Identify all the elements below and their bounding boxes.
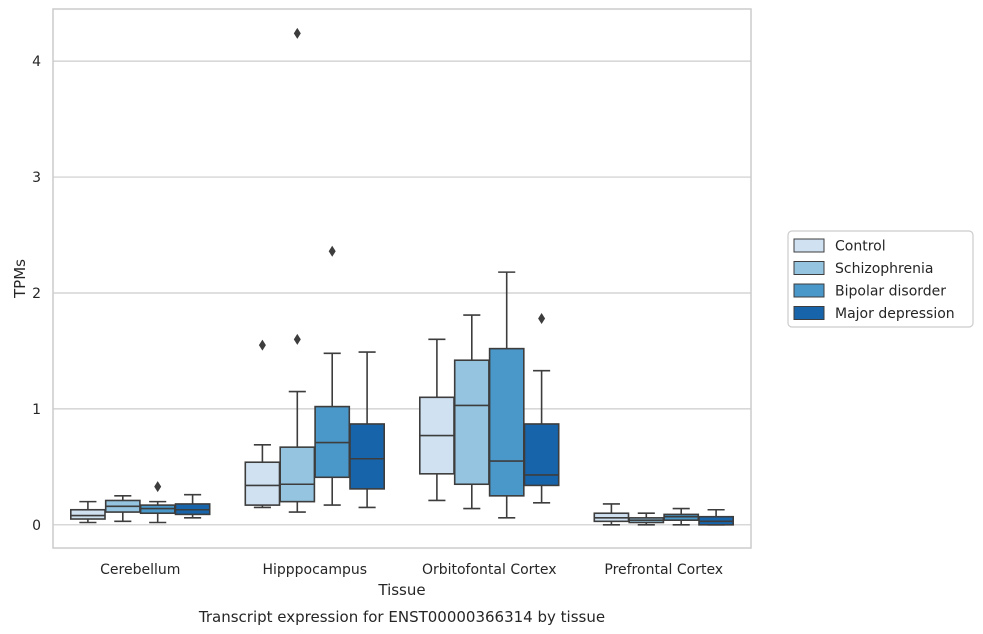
outlier-point bbox=[328, 245, 336, 257]
chart-caption: Transcript expression for ENST0000036631… bbox=[198, 608, 605, 626]
box-control bbox=[418, 338, 455, 502]
legend-swatch bbox=[793, 306, 825, 320]
y-axis-title: TPMs bbox=[11, 259, 29, 299]
box-iqr bbox=[244, 461, 281, 506]
box-control bbox=[69, 500, 106, 524]
x-tick-label: Cerebellum bbox=[100, 562, 180, 578]
box-iqr bbox=[488, 347, 525, 497]
outlier-point bbox=[538, 312, 546, 324]
legend-label: Schizophrenia bbox=[835, 261, 933, 277]
box-major-depression bbox=[698, 508, 735, 526]
outlier-point bbox=[154, 481, 162, 493]
y-tick-label: 2 bbox=[32, 286, 41, 302]
x-tick-label: Orbitofontal Cortex bbox=[422, 562, 557, 578]
box-schizophrenia bbox=[453, 314, 490, 510]
y-tick-label: 1 bbox=[32, 402, 41, 418]
legend-frame bbox=[787, 230, 974, 328]
legend-label: Bipolar disorder bbox=[835, 284, 946, 300]
plot-frame bbox=[52, 8, 752, 549]
box-major-depression bbox=[349, 351, 386, 509]
legend-label: Major depression bbox=[835, 306, 955, 322]
y-tick-label: 4 bbox=[32, 54, 41, 70]
x-tick-label: Prefrontal Cortex bbox=[604, 562, 723, 578]
box-schizophrenia bbox=[279, 27, 316, 513]
box-iqr bbox=[349, 423, 386, 490]
x-axis-title: Tissue bbox=[377, 581, 425, 599]
box-control bbox=[593, 503, 630, 526]
y-tick-label: 3 bbox=[32, 170, 41, 186]
outlier-point bbox=[258, 339, 266, 351]
outlier-point bbox=[293, 27, 301, 39]
box-schizophrenia bbox=[628, 512, 665, 526]
box-iqr bbox=[69, 508, 106, 520]
box-bipolar-disorder bbox=[139, 481, 176, 524]
grid-lines bbox=[53, 60, 751, 526]
box-major-depression bbox=[523, 312, 560, 504]
legend-swatch bbox=[793, 261, 825, 275]
box-iqr bbox=[453, 359, 490, 486]
box-bipolar-disorder bbox=[488, 271, 525, 519]
box-bipolar-disorder bbox=[314, 245, 351, 506]
legend-swatch bbox=[793, 283, 825, 298]
box-iqr bbox=[523, 423, 560, 487]
box-major-depression bbox=[174, 493, 211, 519]
box-layer bbox=[69, 27, 735, 526]
legend-label: Control bbox=[835, 239, 886, 255]
legend: Control Schizophrenia Bipolar disorder Majo… bbox=[787, 230, 974, 328]
x-tick-label: Hipppocampus bbox=[262, 562, 367, 578]
outlier-point bbox=[293, 333, 301, 345]
box-bipolar-disorder bbox=[663, 507, 700, 526]
legend-swatch bbox=[793, 238, 825, 253]
y-tick-labels: 0 1 2 3 4 bbox=[32, 54, 41, 534]
y-tick-label: 0 bbox=[32, 518, 41, 534]
box-schizophrenia bbox=[104, 495, 141, 523]
x-tick-labels: Cerebellum Hipppocampus Orbitofontal Corte… bbox=[100, 562, 723, 578]
box-control bbox=[244, 339, 281, 509]
box-iqr bbox=[279, 446, 316, 503]
